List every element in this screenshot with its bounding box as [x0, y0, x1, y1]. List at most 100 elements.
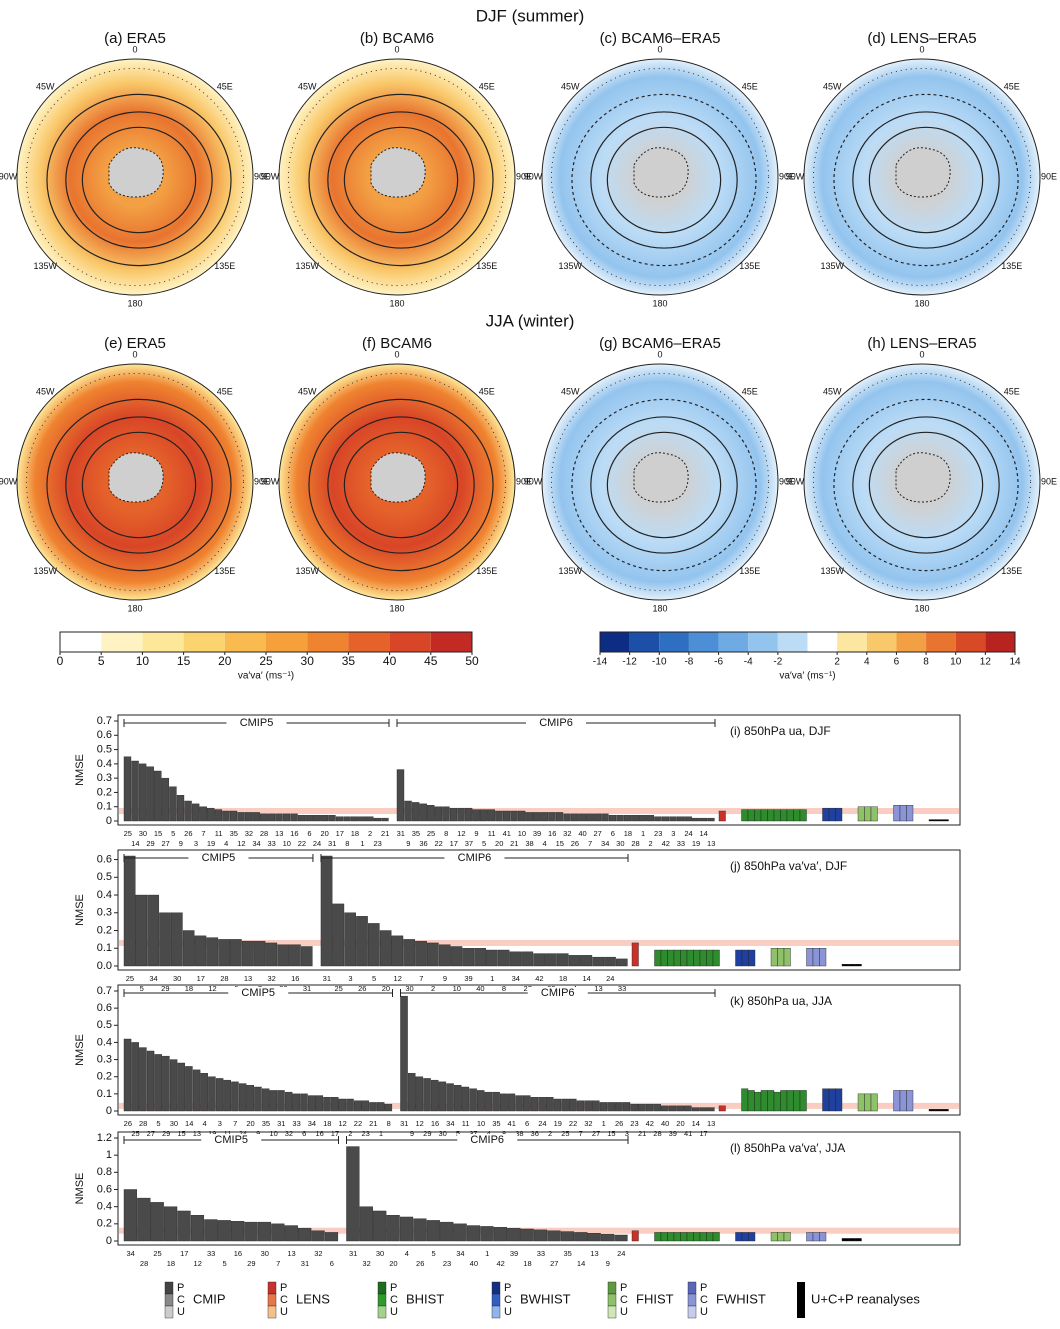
- category-label: 25: [124, 829, 132, 838]
- y-axis-label: NMSE: [74, 1034, 86, 1066]
- colorbar-label: va′va′ (ms⁻¹): [238, 671, 294, 682]
- legend-name: FWHIST: [716, 1291, 766, 1306]
- category-label: 17: [450, 839, 458, 848]
- bar: [450, 946, 463, 967]
- category-label: 28: [139, 1119, 147, 1128]
- category-label: 30: [173, 974, 181, 983]
- category-label: 25: [126, 974, 134, 983]
- category-label: 7: [588, 839, 592, 848]
- ensemble-bar: [773, 809, 781, 822]
- ensemble-bar: [770, 1232, 778, 1242]
- category-label: 18: [323, 1119, 331, 1128]
- group-label: CMIP5: [202, 852, 236, 864]
- bar: [563, 813, 571, 822]
- category-label: 13: [594, 984, 602, 993]
- category-label: 9: [256, 1129, 260, 1138]
- lon-label: 45W: [823, 387, 842, 397]
- colorbar-tick-label: -4: [744, 657, 753, 668]
- bar: [311, 1230, 325, 1242]
- lon-label: 90W: [786, 476, 805, 486]
- category-label: 5: [482, 839, 486, 848]
- lon-label: 45W: [298, 387, 317, 397]
- ensemble-bar: [848, 1238, 856, 1242]
- category-label: 42: [535, 974, 543, 983]
- lon-label: 90W: [0, 476, 18, 486]
- bar: [520, 1228, 534, 1242]
- bar: [691, 1107, 700, 1112]
- ensemble-bar: [686, 1232, 694, 1242]
- bar: [495, 810, 503, 822]
- ensemble-bar: [767, 809, 775, 822]
- category-label: 10: [269, 1129, 277, 1138]
- bar: [208, 1076, 216, 1112]
- ensemble-bar: [631, 1230, 639, 1242]
- category-label: 30: [170, 1119, 178, 1128]
- contour: [852, 416, 1000, 554]
- ensemble-bar: [906, 805, 914, 822]
- category-label: 9: [474, 829, 478, 838]
- lon-label: 0: [919, 44, 924, 54]
- colorbar-swatch: [807, 632, 838, 652]
- category-label: 5: [372, 974, 376, 983]
- antarctica: [633, 147, 689, 198]
- panel-title: (k) 850hPa ua, JJA: [730, 994, 832, 1008]
- legend-name: LENS: [296, 1291, 330, 1306]
- bar: [639, 815, 647, 822]
- colorbar-swatch: [718, 632, 749, 652]
- category-label: 41: [503, 829, 511, 838]
- legend-level: C: [280, 1294, 288, 1306]
- colorbar-swatch: [266, 632, 308, 652]
- bar: [214, 809, 223, 822]
- legend-name: FHIST: [636, 1291, 674, 1306]
- colorbar-tick-label: 40: [383, 654, 397, 668]
- ensemble-bar: [854, 1238, 862, 1242]
- category-label: 31: [301, 1259, 309, 1268]
- ensemble-bar: [899, 1090, 907, 1112]
- bar: [215, 1078, 224, 1112]
- bar: [616, 815, 624, 822]
- bar: [379, 930, 392, 967]
- lon-label: 0: [394, 349, 399, 359]
- category-label: 31: [328, 839, 336, 848]
- category-label: 18: [185, 984, 193, 993]
- legend-swatch: [687, 1305, 697, 1319]
- bar: [324, 1232, 339, 1242]
- bar: [509, 951, 522, 967]
- bar: [533, 953, 545, 967]
- category-label: 7: [579, 1129, 583, 1138]
- lon-label: 45W: [36, 82, 55, 92]
- bar: [607, 1102, 615, 1112]
- group-label-bg: [188, 852, 249, 864]
- category-label: 31: [349, 1249, 357, 1258]
- legend-level: C: [390, 1294, 398, 1306]
- category-label: 33: [292, 1119, 300, 1128]
- category-label: 32: [245, 829, 253, 838]
- map-title: (c) BCAM6–ERA5: [600, 30, 721, 47]
- y-tick-label: 0.4: [97, 889, 112, 901]
- antarctica: [108, 147, 164, 198]
- ensemble-bar: [857, 806, 865, 822]
- category-label: 11: [488, 829, 496, 838]
- row-title: JJA (winter): [486, 311, 575, 330]
- ensemble-bar: [835, 1088, 843, 1112]
- colorbar-tick-label: -10: [652, 657, 667, 668]
- colorbar-swatch: [430, 632, 472, 652]
- map-title: (e) ERA5: [104, 335, 166, 352]
- ensemble-bar: [699, 949, 707, 967]
- bar: [315, 1095, 324, 1112]
- legend-swatch: [607, 1293, 617, 1307]
- category-label: 29: [162, 1129, 170, 1138]
- bar: [123, 1038, 132, 1112]
- lon-label: 90E: [516, 171, 532, 181]
- category-label: 15: [154, 829, 162, 838]
- bar: [622, 1102, 631, 1112]
- bar: [361, 1100, 370, 1112]
- bar: [123, 756, 132, 822]
- category-label: 22: [298, 839, 306, 848]
- bar: [123, 1189, 138, 1242]
- bar: [440, 1221, 454, 1242]
- bar: [623, 815, 632, 822]
- category-label: 1: [360, 839, 364, 848]
- bar: [300, 1093, 308, 1112]
